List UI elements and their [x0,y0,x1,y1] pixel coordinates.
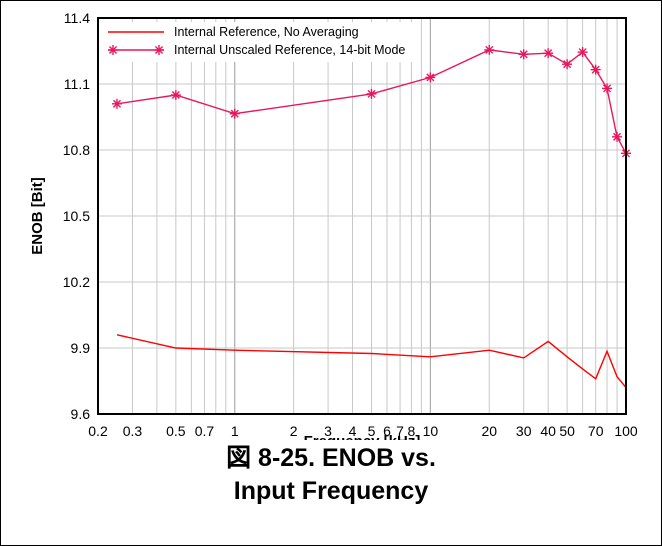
x-tick-label: 10 [423,423,439,439]
x-tick-label: 50 [559,423,575,439]
y-tick-label: 9.9 [71,340,91,356]
data-point-marker [484,44,495,55]
figure-caption: 図 8-25. ENOB vs. Input Frequency [0,442,662,508]
enob-chart: Internal Reference, No Averaging Internal… [29,10,638,440]
y-axis-label: ENOB [Bit] [29,177,46,255]
data-point-marker [229,108,240,119]
data-point-marker [518,49,529,60]
data-point-marker [425,72,436,83]
x-tick-label: 1 [231,423,239,439]
data-point-marker [366,88,377,99]
data-point-marker [577,47,588,58]
data-point-marker [170,90,181,100]
y-tick-label: 11.4 [64,10,90,26]
data-point-marker [612,131,623,142]
x-tick-label: 6 [383,423,391,439]
legend-marker [108,45,118,55]
y-tick-label: 10.5 [63,208,90,224]
legend-label-1: Internal Reference, No Averaging [174,25,359,39]
x-tick-label: 20 [481,423,497,439]
x-tick-label: 8 [408,423,416,439]
y-tick-label: 10.2 [63,274,90,290]
legend: Internal Reference, No Averaging Internal… [102,22,418,62]
x-tick-label: 2 [290,423,298,439]
x-tick-label: 100 [614,423,638,439]
series-line-2 [116,49,627,154]
y-tick-label: 10.8 [63,142,90,158]
caption-line-2: Input Frequency [233,477,429,505]
data-point-marker [602,83,613,94]
y-tick-label: 11.1 [64,76,90,92]
x-axis-label: Frequency [kHz] [304,433,421,440]
legend-background [102,22,418,62]
plot-area-border [97,17,627,415]
legend-label-2: Internal Unscaled Reference, 14-bit Mode [174,43,405,57]
data-point-marker [543,48,554,59]
data-point-marker [562,59,573,70]
x-tick-label: 0.5 [166,423,186,439]
x-tick-label: 0.3 [123,423,143,439]
x-tick-label: 30 [516,423,532,439]
legend-marker [154,45,164,55]
x-tick-label: 0.7 [195,423,215,439]
data-point-marker [590,64,601,75]
x-tick-label: 5 [368,423,376,439]
x-tick-label: 40 [540,423,556,439]
y-tick-label: 9.6 [71,406,91,422]
x-tick-label: 7 [396,423,404,439]
x-tick-label: 4 [349,423,357,439]
x-tick-label: 70 [588,423,604,439]
series-line-1 [116,334,627,389]
data-point-marker [111,98,122,109]
caption-line-1: 図 8-25. ENOB vs. [226,444,436,472]
x-tick-label: 0.2 [88,423,108,439]
x-tick-label: 3 [324,423,332,439]
